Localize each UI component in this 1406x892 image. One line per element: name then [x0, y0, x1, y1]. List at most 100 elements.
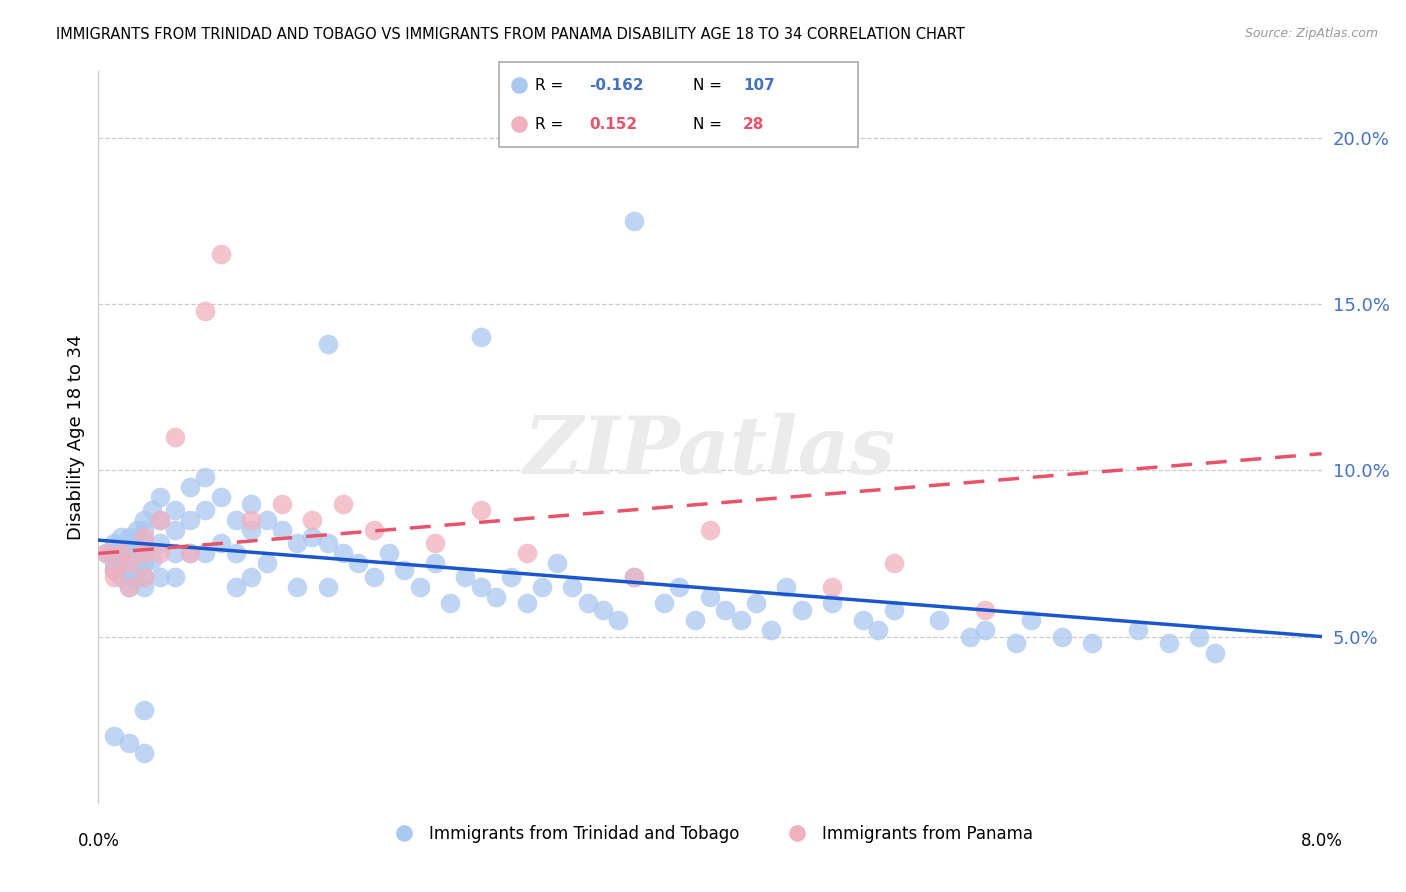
Point: [1204, 646, 1226, 660]
Point: [730, 613, 752, 627]
Point: [1188, 630, 1211, 644]
Point: [974, 623, 997, 637]
Point: [408, 580, 430, 594]
Point: [125, 563, 148, 577]
Point: [125, 543, 148, 558]
Point: [623, 570, 645, 584]
Point: [821, 580, 844, 594]
Point: [852, 613, 875, 627]
Point: [163, 523, 186, 537]
Text: 107: 107: [742, 78, 775, 93]
Point: [149, 570, 172, 584]
Point: [363, 570, 385, 584]
Point: [821, 596, 844, 610]
Point: [149, 546, 172, 560]
Point: [347, 557, 370, 571]
Point: [110, 530, 132, 544]
Point: [134, 530, 156, 544]
Point: [623, 214, 645, 228]
Point: [270, 523, 294, 537]
Point: [163, 503, 186, 517]
Point: [699, 523, 721, 537]
Point: [103, 563, 125, 577]
Point: [118, 530, 141, 544]
Point: [141, 503, 163, 517]
Text: 0.152: 0.152: [589, 117, 637, 132]
Point: [668, 580, 690, 594]
Point: [118, 557, 141, 571]
Point: [1157, 636, 1180, 650]
Point: [134, 570, 156, 584]
Point: [508, 78, 530, 93]
Y-axis label: Disability Age 18 to 34: Disability Age 18 to 34: [66, 334, 84, 540]
Point: [316, 580, 339, 594]
Point: [516, 596, 538, 610]
Point: [1128, 623, 1150, 637]
Point: [149, 513, 172, 527]
Point: [745, 596, 768, 610]
Point: [94, 546, 117, 560]
Point: [592, 603, 614, 617]
Point: [134, 513, 156, 527]
Text: IMMIGRANTS FROM TRINIDAD AND TOBAGO VS IMMIGRANTS FROM PANAMA DISABILITY AGE 18 : IMMIGRANTS FROM TRINIDAD AND TOBAGO VS I…: [56, 27, 965, 42]
Point: [775, 580, 797, 594]
Point: [883, 557, 905, 571]
Point: [103, 570, 125, 584]
Point: [1050, 630, 1073, 644]
Point: [759, 623, 782, 637]
Point: [423, 557, 446, 571]
Point: [194, 503, 217, 517]
Point: [179, 546, 201, 560]
Point: [423, 536, 446, 550]
Point: [194, 303, 217, 318]
Point: [285, 536, 308, 550]
Text: 0.0%: 0.0%: [77, 832, 120, 850]
Point: [118, 736, 141, 750]
Point: [163, 570, 186, 584]
Point: [225, 546, 247, 560]
Point: [118, 570, 141, 584]
Point: [516, 546, 538, 560]
Point: [439, 596, 461, 610]
Point: [225, 513, 247, 527]
Point: [607, 613, 630, 627]
Point: [134, 546, 156, 560]
Point: [103, 536, 125, 550]
Point: [363, 523, 385, 537]
Point: [240, 497, 263, 511]
Point: [103, 563, 125, 577]
Point: [332, 497, 354, 511]
Point: [134, 580, 156, 594]
Point: [134, 703, 156, 717]
Point: [699, 590, 721, 604]
Point: [149, 513, 172, 527]
Point: [270, 497, 294, 511]
Point: [240, 513, 263, 527]
Point: [301, 530, 323, 544]
Point: [316, 536, 339, 550]
Point: [103, 546, 125, 560]
Point: [141, 553, 163, 567]
Point: [118, 536, 141, 550]
Point: [1081, 636, 1104, 650]
Point: [974, 603, 997, 617]
Point: [110, 543, 132, 558]
Point: [959, 630, 981, 644]
Point: [163, 430, 186, 444]
Point: [332, 546, 354, 560]
Text: 28: 28: [742, 117, 765, 132]
Point: [652, 596, 675, 610]
Point: [94, 546, 117, 560]
Point: [118, 549, 141, 564]
Point: [149, 490, 172, 504]
Point: [928, 613, 950, 627]
Text: N =: N =: [693, 78, 727, 93]
Point: [576, 596, 599, 610]
Text: R =: R =: [534, 117, 568, 132]
Point: [240, 523, 263, 537]
Point: [209, 536, 232, 550]
Point: [285, 580, 308, 594]
Text: Source: ZipAtlas.com: Source: ZipAtlas.com: [1244, 27, 1378, 40]
Point: [134, 523, 156, 537]
FancyBboxPatch shape: [499, 62, 858, 147]
